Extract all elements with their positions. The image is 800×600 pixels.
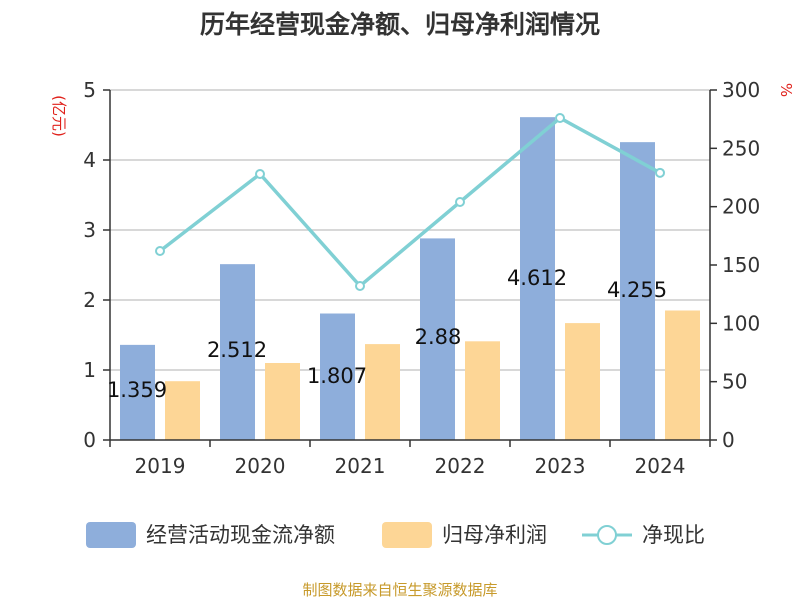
left-tick-label: 4 [83, 148, 96, 172]
right-axis-unit: % [777, 83, 795, 97]
ratio-polyline [158, 115, 661, 289]
ratio-line [155, 113, 665, 291]
profit-bar [165, 381, 200, 440]
cashflow-bar [120, 344, 155, 440]
left-tick-label: 3 [83, 218, 96, 242]
ratio-point [655, 167, 665, 178]
right-tick-label: 50 [722, 370, 747, 394]
right-tick-label: 200 [722, 195, 760, 219]
cashflow-bar [220, 264, 255, 440]
cashflow-bar [620, 142, 655, 440]
source-note: 制图数据来自恒生聚源数据库 [302, 581, 497, 599]
cashflow-bar [320, 313, 355, 440]
profit-bar [365, 344, 400, 440]
x-tick-label: 2020 [235, 454, 286, 478]
right-tick-label: 300 [722, 78, 760, 102]
profit-bar [265, 363, 300, 440]
legend-label-cashflow: 经营活动现金流净额 [146, 523, 335, 547]
data-label: 1.359 [107, 378, 167, 402]
legend-marker-ratio [597, 525, 617, 545]
data-label: 1.807 [307, 364, 367, 388]
right-tick-label: 100 [722, 311, 760, 335]
legend-label-profit: 归母净利润 [442, 523, 547, 547]
x-tick-label: 2021 [335, 454, 386, 478]
right-tick-label: 0 [722, 428, 735, 452]
legend-swatch-cashflow [86, 522, 136, 548]
x-tick-label: 2019 [135, 454, 186, 478]
x-tick-label: 2024 [635, 454, 686, 478]
left-tick-label: 1 [83, 358, 96, 382]
right-tick-label: 250 [722, 136, 760, 160]
legend: 经营活动现金流净额 归母净利润 净现比 [86, 522, 705, 548]
profit-bar [565, 323, 600, 440]
legend-label-ratio: 净现比 [642, 523, 705, 547]
left-tick-label: 2 [83, 288, 96, 312]
data-label: 2.512 [207, 338, 267, 362]
cashflow-bar [420, 238, 455, 440]
grid-lines [110, 89, 710, 371]
x-tick-label: 2022 [435, 454, 486, 478]
data-label: 2.88 [415, 325, 462, 349]
bars [120, 117, 700, 440]
profit-bar [465, 341, 500, 440]
ratio-point [255, 169, 265, 179]
left-tick-label: 5 [83, 78, 96, 102]
legend-swatch-profit [382, 522, 432, 548]
ratio-point [555, 113, 565, 123]
profit-bar [665, 310, 700, 440]
ratio-point [355, 281, 365, 291]
right-tick-label: 150 [722, 253, 760, 277]
chart-title: 历年经营现金净额、归母净利润情况 [200, 10, 600, 39]
ratio-point [155, 246, 165, 256]
data-label: 4.255 [607, 278, 667, 302]
cashflow-bar [520, 117, 555, 440]
data-labels: 1.359 2.512 1.807 2.88 4.612 4.255 [107, 266, 667, 402]
data-label: 4.612 [507, 266, 567, 290]
x-tick-label: 2023 [535, 454, 586, 478]
left-tick-label: 0 [83, 428, 96, 452]
ratio-point [455, 197, 465, 207]
left-axis-unit: (亿元) [50, 95, 68, 137]
